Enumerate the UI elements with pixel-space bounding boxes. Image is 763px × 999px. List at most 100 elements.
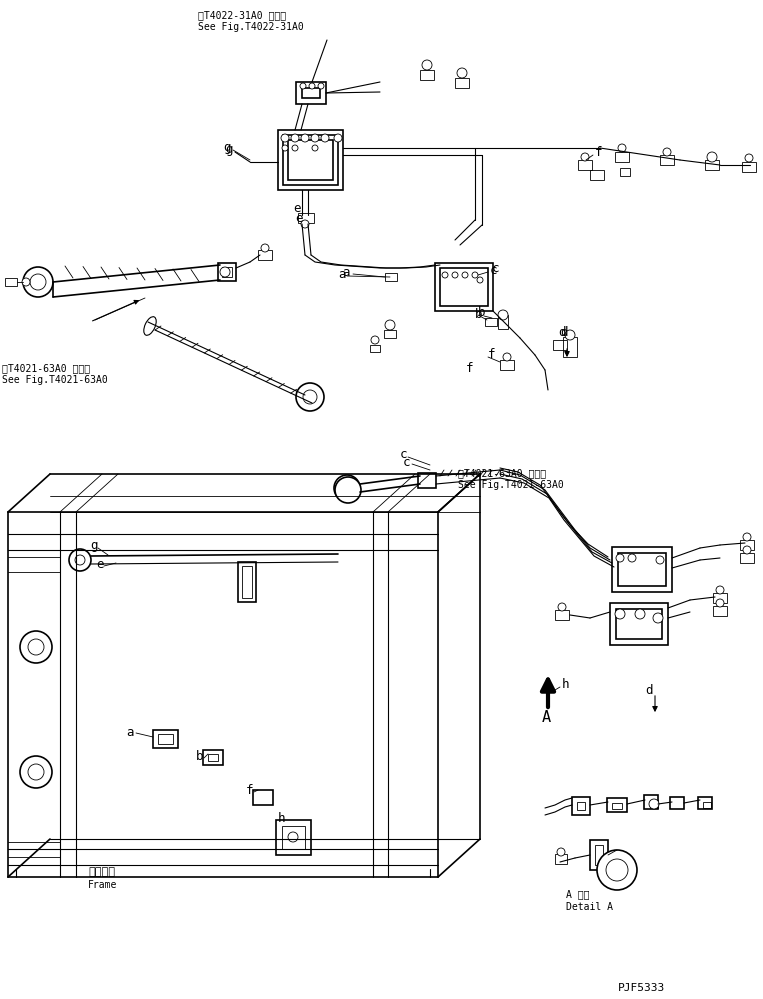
Text: 笮T4021-63A0 図参照: 笮T4021-63A0 図参照 — [2, 363, 90, 373]
Text: d: d — [560, 327, 568, 340]
Circle shape — [452, 272, 458, 278]
Bar — [615, 152, 629, 162]
Text: e: e — [96, 557, 104, 570]
Circle shape — [28, 639, 44, 655]
Bar — [713, 606, 727, 616]
Bar — [644, 795, 658, 809]
Bar — [713, 593, 727, 603]
Circle shape — [23, 267, 53, 297]
Circle shape — [635, 609, 645, 619]
Bar — [618, 553, 666, 586]
Circle shape — [282, 145, 288, 151]
Circle shape — [301, 220, 309, 228]
Circle shape — [472, 272, 478, 278]
Circle shape — [303, 390, 317, 404]
Circle shape — [743, 533, 751, 541]
Circle shape — [318, 83, 324, 89]
Bar — [218, 263, 236, 281]
Bar — [5, 278, 17, 286]
Bar — [158, 734, 173, 744]
Circle shape — [341, 482, 353, 494]
Circle shape — [745, 154, 753, 162]
Bar — [385, 273, 397, 281]
Text: c: c — [400, 449, 407, 462]
Text: g: g — [223, 142, 230, 155]
Text: PJF5333: PJF5333 — [618, 983, 665, 993]
Bar — [208, 754, 218, 761]
Bar — [705, 160, 719, 170]
Bar — [370, 345, 380, 352]
Circle shape — [616, 554, 624, 562]
Text: See Fig.T4021-63A0: See Fig.T4021-63A0 — [458, 480, 564, 490]
Text: b: b — [196, 750, 204, 763]
Bar — [555, 610, 569, 620]
Bar — [282, 826, 305, 849]
Bar — [563, 337, 577, 357]
Circle shape — [606, 859, 628, 881]
Text: See Fig.T4022-31A0: See Fig.T4022-31A0 — [198, 22, 304, 32]
Text: h: h — [278, 812, 285, 825]
Bar — [595, 845, 603, 865]
Text: c: c — [490, 264, 497, 277]
Circle shape — [743, 546, 751, 554]
Text: a: a — [342, 267, 349, 280]
Bar — [278, 130, 343, 190]
Circle shape — [291, 134, 299, 142]
Bar — [384, 330, 396, 338]
Circle shape — [334, 134, 342, 142]
Bar — [203, 750, 223, 765]
Circle shape — [707, 152, 717, 162]
Text: Frame: Frame — [88, 880, 118, 890]
Text: c: c — [403, 456, 410, 469]
Bar — [276, 820, 311, 855]
Circle shape — [371, 336, 379, 344]
Circle shape — [261, 244, 269, 252]
Circle shape — [462, 272, 468, 278]
Bar — [298, 213, 314, 223]
Circle shape — [20, 631, 52, 663]
Bar — [740, 540, 754, 550]
Text: a: a — [338, 269, 346, 282]
Bar — [296, 82, 326, 104]
Circle shape — [296, 383, 324, 411]
Bar — [288, 140, 333, 180]
Circle shape — [656, 556, 664, 564]
Circle shape — [618, 144, 626, 152]
Circle shape — [597, 850, 637, 890]
Circle shape — [20, 756, 52, 788]
Text: h: h — [562, 678, 569, 691]
Ellipse shape — [143, 317, 156, 336]
Text: f: f — [466, 362, 474, 375]
Bar — [590, 840, 608, 870]
Text: フレーム: フレーム — [88, 867, 115, 877]
Circle shape — [565, 330, 575, 340]
Bar — [607, 798, 627, 812]
Bar — [253, 790, 273, 805]
Bar — [703, 802, 711, 808]
Text: e: e — [295, 212, 302, 225]
Bar — [238, 562, 256, 602]
Circle shape — [312, 145, 318, 151]
Circle shape — [220, 267, 230, 277]
Bar — [610, 603, 668, 645]
Bar — [698, 797, 712, 809]
Text: g: g — [225, 144, 233, 157]
Bar — [590, 170, 604, 180]
Bar — [660, 155, 674, 165]
Circle shape — [300, 83, 306, 89]
Bar — [670, 797, 684, 809]
Circle shape — [334, 475, 360, 501]
Bar — [302, 88, 320, 98]
Circle shape — [457, 68, 467, 78]
Bar — [440, 268, 488, 306]
Bar — [498, 315, 508, 329]
Text: b: b — [478, 307, 485, 320]
Circle shape — [321, 134, 329, 142]
Text: A: A — [542, 710, 551, 725]
Circle shape — [309, 83, 315, 89]
Bar — [577, 802, 585, 810]
Bar — [578, 160, 592, 170]
Bar — [650, 800, 658, 808]
Circle shape — [649, 799, 659, 809]
Bar — [153, 730, 178, 748]
